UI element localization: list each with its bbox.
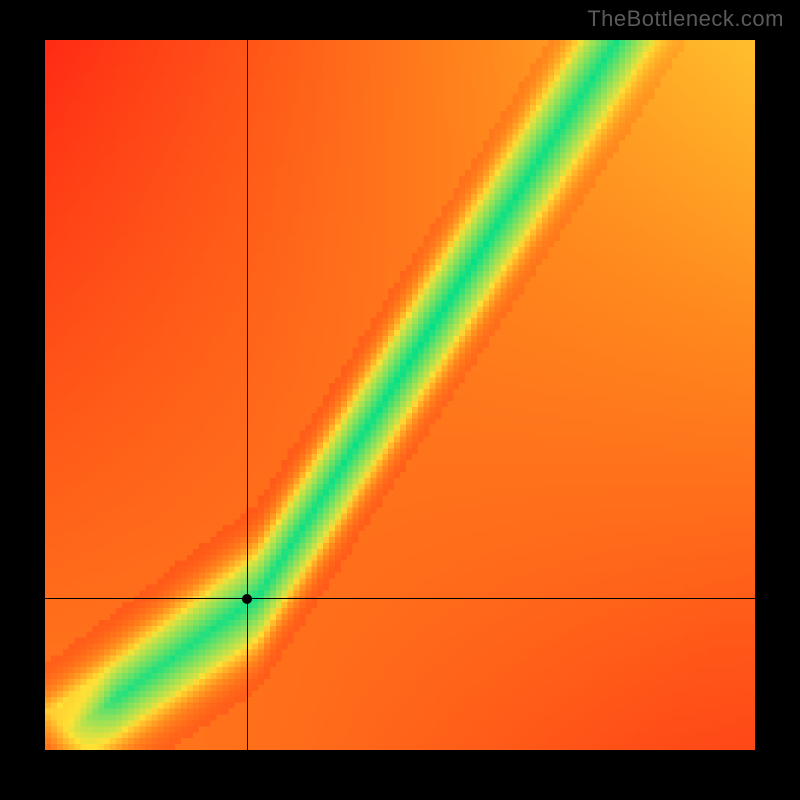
heatmap-canvas [45, 40, 755, 750]
crosshair-vertical [247, 40, 248, 750]
bottleneck-heatmap [45, 40, 755, 750]
watermark-text: TheBottleneck.com [587, 6, 784, 32]
crosshair-horizontal [45, 598, 755, 599]
